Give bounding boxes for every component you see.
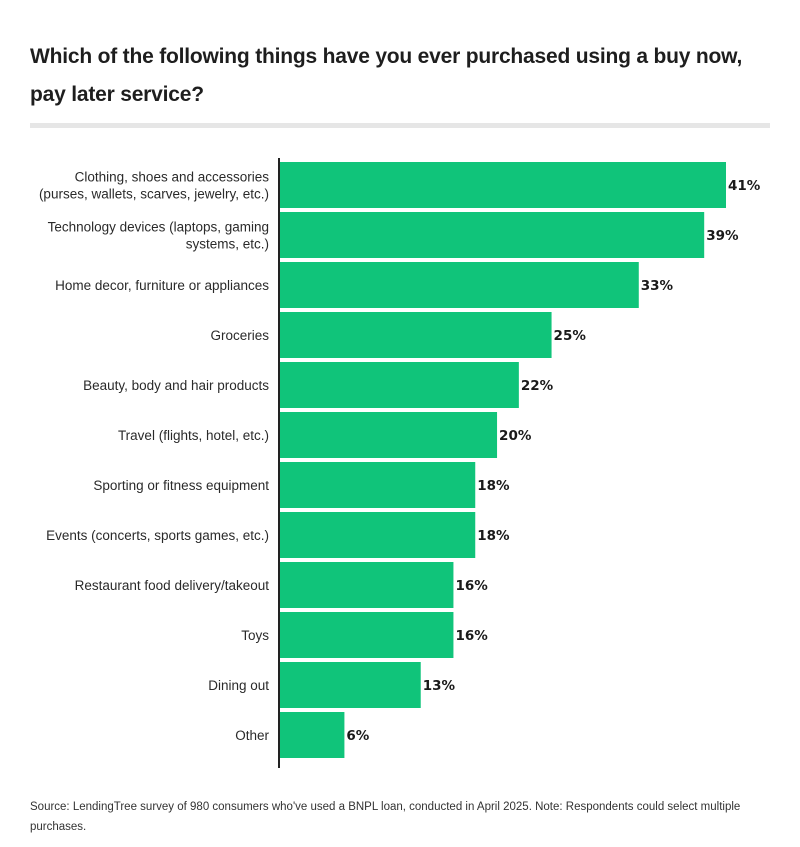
- category-label: Travel (flights, hotel, etc.): [118, 428, 269, 443]
- bar: [279, 712, 345, 758]
- bar: [279, 512, 476, 558]
- value-label: 16%: [455, 628, 488, 644]
- value-label: 22%: [521, 378, 554, 394]
- category-label: Restaurant food delivery/takeout: [75, 578, 270, 593]
- category-label-line: Dining out: [208, 678, 269, 693]
- category-labels: Clothing, shoes and accessories (purses, …: [39, 170, 270, 744]
- bar: [279, 362, 519, 408]
- category-label: Events (concerts, sports games, etc.): [46, 528, 269, 543]
- value-label: 18%: [477, 478, 510, 494]
- bar: [279, 462, 476, 508]
- category-label: Groceries: [210, 328, 269, 343]
- value-label: 20%: [499, 428, 532, 444]
- bars-layer: [279, 162, 726, 758]
- category-label: Clothing, shoes and accessories (purses, …: [39, 170, 269, 202]
- category-label-line: Other: [235, 728, 269, 743]
- value-labels: 41% 39% 33% 25% 22% 20% 18% 18% 16% 16% 13% 6%: [346, 178, 760, 744]
- bar: [279, 212, 705, 258]
- category-label-line: systems, etc.): [186, 237, 269, 252]
- category-label: Other: [235, 728, 269, 743]
- category-label: Home decor, furniture or appliances: [55, 278, 269, 293]
- category-label-line: Technology devices (laptops, gaming: [48, 220, 269, 235]
- category-label: Sporting or fitness equipment: [93, 478, 269, 493]
- bar: [279, 312, 552, 358]
- category-label: Toys: [241, 628, 269, 643]
- category-label-line: Toys: [241, 628, 269, 643]
- category-label-line: Beauty, body and hair products: [83, 378, 269, 393]
- title-divider: [30, 123, 770, 128]
- value-label: 41%: [728, 178, 761, 194]
- bar: [279, 412, 498, 458]
- category-label-line: Groceries: [210, 328, 269, 343]
- value-label: 33%: [641, 278, 674, 294]
- bar: [279, 162, 726, 208]
- source-note: Source: LendingTree survey of 980 consum…: [30, 801, 741, 833]
- category-label-line: Sporting or fitness equipment: [93, 478, 269, 493]
- category-label: Technology devices (laptops, gaming syste…: [48, 220, 269, 252]
- bar: [279, 562, 454, 608]
- category-label-line: Travel (flights, hotel, etc.): [118, 428, 269, 443]
- category-label: Dining out: [208, 678, 269, 693]
- category-label-line: Clothing, shoes and accessories: [75, 170, 270, 185]
- category-label-line: Restaurant food delivery/takeout: [75, 578, 270, 593]
- bar-chart: Clothing, shoes and accessories (purses, …: [39, 158, 761, 768]
- value-label: 25%: [554, 328, 587, 344]
- category-label-line: (purses, wallets, scarves, jewelry, etc.…: [39, 187, 269, 202]
- value-label: 18%: [477, 528, 510, 544]
- value-label: 13%: [423, 678, 456, 694]
- bar: [279, 612, 454, 658]
- value-label: 6%: [346, 728, 369, 744]
- bar: [279, 662, 421, 708]
- value-label: 39%: [706, 228, 739, 244]
- category-label-line: Home decor, furniture or appliances: [55, 278, 269, 293]
- value-label: 16%: [455, 578, 488, 594]
- chart-title: Which of the following things have you e…: [30, 45, 743, 106]
- category-label: Beauty, body and hair products: [83, 378, 269, 393]
- category-label-line: Events (concerts, sports games, etc.): [46, 528, 269, 543]
- bar: [279, 262, 639, 308]
